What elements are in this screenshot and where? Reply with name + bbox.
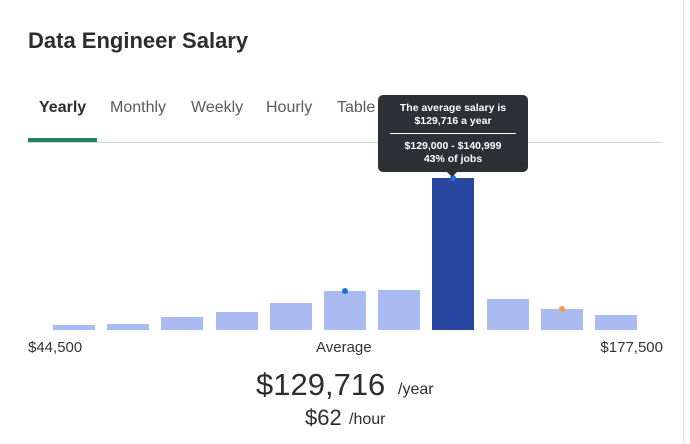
salary: $129,716	[256, 367, 386, 402]
histogram-bar[interactable]	[378, 290, 421, 330]
histogram-bar[interactable]	[324, 291, 366, 330]
tab[interactable]: Table	[337, 99, 376, 116]
salary-unit: /year	[398, 381, 434, 398]
histogram-bar[interactable]	[215, 311, 258, 330]
tab-underline	[28, 138, 97, 142]
marker-dot	[450, 175, 457, 181]
tab[interactable]: Hourly	[266, 99, 313, 116]
marker-dot	[558, 306, 565, 313]
hourly-unit: /hour	[349, 411, 386, 428]
histogram-bar[interactable]	[161, 316, 204, 330]
tooltip-text: $129,000 - $140,999	[404, 140, 502, 152]
min-label: $44,500	[28, 339, 83, 356]
histogram-bar[interactable]	[107, 323, 150, 330]
hourly: $62	[305, 405, 342, 430]
tooltip-text: The average salary is	[399, 102, 507, 114]
histogram-bar[interactable]	[486, 298, 529, 330]
marker-dot	[342, 288, 348, 295]
tooltip-text: $129,716 a year	[414, 115, 492, 127]
card-edge	[683, 0, 684, 444]
tooltip-arrow	[447, 172, 457, 177]
tab[interactable]: Yearly	[39, 99, 87, 116]
histogram-bar[interactable]	[595, 315, 637, 330]
histogram-bar[interactable]	[269, 303, 312, 330]
title: Data Engineer Salary	[28, 28, 249, 53]
tooltip-text: 43% of jobs	[423, 153, 483, 165]
mid-label: Average	[316, 339, 372, 356]
histogram-bar[interactable]	[432, 178, 475, 330]
histogram-bar[interactable]	[540, 309, 583, 330]
divider	[28, 142, 663, 143]
histogram-bar[interactable]	[53, 325, 95, 330]
tooltip: The average salary is $129,716 a year $1…	[378, 95, 528, 172]
tooltip-separator	[390, 133, 516, 134]
tab[interactable]: Monthly	[110, 99, 167, 116]
tab[interactable]: Weekly	[191, 99, 244, 116]
max-label: $177,500	[600, 339, 663, 356]
